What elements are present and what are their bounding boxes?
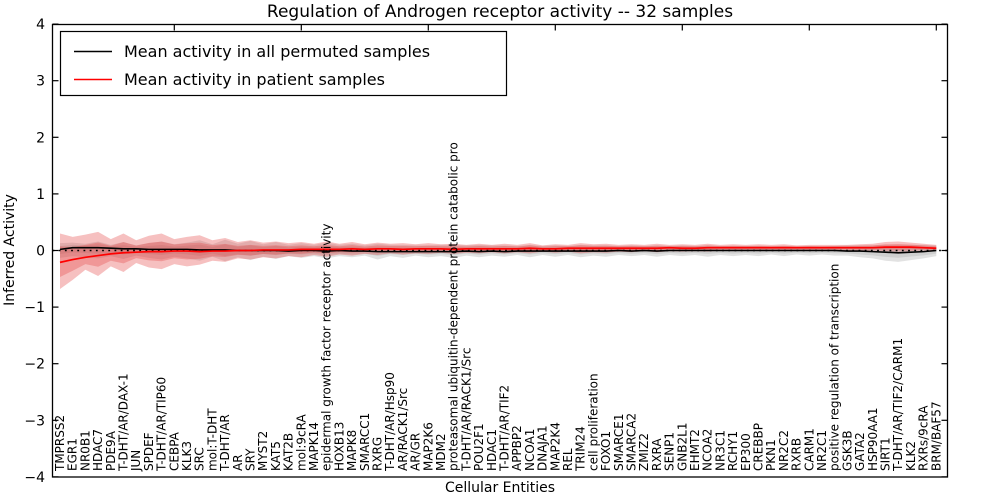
x-tick-label: TRIM24 (574, 426, 588, 472)
x-tick-label: KLK3 (180, 441, 194, 471)
x-tick-label: RXRA (650, 438, 664, 471)
x-tick-label: SRY (244, 448, 258, 471)
x-tick-label: KAT5 (269, 441, 283, 471)
x-tick-label: RXRs/9cRA (917, 405, 931, 471)
x-tick-label: T-DHT/AR/TIF2/CARM1 (891, 338, 905, 472)
x-tick-label: SRC (193, 447, 207, 471)
y-tick-label: 3 (36, 74, 45, 90)
y-tick-label: −4 (24, 470, 45, 486)
x-tick-label: proteasomal ubiquitin-dependent protein … (447, 142, 461, 471)
x-tick-label: cell proliferation (586, 373, 600, 471)
chart-title: Regulation of Androgen receptor activity… (267, 2, 733, 22)
y-tick-label: 0 (36, 244, 45, 260)
x-tick-label: CEBPA (167, 431, 181, 471)
x-tick-label: GATA2 (853, 432, 867, 471)
legend-label-permuted: Mean activity in all permuted samples (124, 42, 430, 61)
x-tick-label: NR2C2 (777, 430, 791, 471)
x-tick-label: MYST2 (256, 431, 270, 471)
plot-area: 43210−1−2−3−4TMPRSS2EGR1NR0B1HDAC7PDE9AT… (24, 17, 949, 486)
legend: Mean activity in all permuted samples Me… (59, 30, 508, 97)
x-tick-label: BRM/BAF57 (929, 401, 943, 471)
x-tick-label: SMARCE1 (612, 413, 626, 471)
x-tick-label: SMARCC1 (358, 413, 372, 471)
x-tick-label: REL (561, 448, 575, 471)
x-tick-label: T-DHT/AR/DAX-1 (117, 373, 131, 472)
x-tick-label: TMPRSS2 (53, 415, 67, 472)
x-tick-label: FOXO1 (599, 431, 613, 471)
x-axis-label: Cellular Entities (445, 480, 555, 496)
x-tick-label: APPBP2 (510, 425, 524, 471)
confidence-band-patient-outer (60, 231, 937, 289)
x-tick-label: AR/RACK1/Src (396, 388, 410, 471)
legend-label-patient: Mean activity in patient samples (124, 70, 385, 89)
x-tick-label: AR/GR (409, 433, 423, 471)
x-tick-label: JUN (129, 450, 143, 472)
y-tick-label: 1 (36, 187, 45, 203)
x-tick-label: MDM2 (434, 433, 448, 471)
x-tick-label: CARM1 (802, 428, 816, 471)
x-tick-label: HDAC1 (485, 429, 499, 471)
x-tick-label: DNAJA1 (536, 425, 550, 471)
x-tick-label: EGR1 (66, 438, 80, 471)
series-line-permuted (59, 246, 937, 254)
x-tick-label: T-DHT/AR/RACK1/Src (459, 348, 473, 472)
x-tick-label: MAPK14 (307, 422, 321, 471)
x-tick-label: MAP2K6 (421, 422, 435, 471)
x-tick-label: NCOA2 (701, 429, 715, 471)
x-tick-label: NR3C1 (713, 430, 727, 471)
x-tick-label: HSP90AA1 (866, 407, 880, 471)
x-tick-label: T-DHT/AR/TIP60 (155, 377, 169, 472)
x-tick-label: EHMT2 (688, 429, 702, 471)
x-tick-label: SMARCA2 (625, 413, 639, 471)
y-tick-label: −2 (24, 357, 45, 373)
x-tick-label: epidermal growth factor receptor activit… (320, 224, 334, 471)
x-tick-label: positive regulation of transcription (828, 264, 842, 471)
x-tick-label: T-DHT/AR/Hsp90 (383, 372, 397, 472)
x-tick-label: POU2F1 (472, 423, 486, 471)
x-tick-label: T-DHT/AR (218, 414, 232, 472)
x-tick-label: RXRB (790, 438, 804, 471)
x-tick-label: T-DHT/AR/TIF2 (498, 385, 512, 472)
x-tick-label: CREBBP (752, 423, 766, 471)
y-tick-label: 2 (36, 130, 45, 146)
y-tick-label: 4 (36, 17, 45, 33)
x-tick-label: GNB2L1 (675, 423, 689, 471)
x-tick-label: EP300 (739, 433, 753, 471)
x-tick-label: RXRG (371, 437, 385, 471)
x-tick-label: ZMIZ2 (637, 433, 651, 471)
x-tick-label: SENP1 (663, 432, 677, 471)
series-line-patient (59, 246, 937, 264)
x-tick-label: PKN1 (764, 439, 778, 471)
legend-box (59, 30, 508, 97)
x-tick-label: NR2C1 (815, 430, 829, 471)
x-tick-label: RCHY1 (726, 431, 740, 471)
x-tick-label: MAPK8 (345, 430, 359, 471)
x-tick-label: PDE9A (104, 430, 118, 471)
x-tick-label: NR0B1 (78, 430, 92, 471)
x-tick-label: HOXB13 (332, 422, 346, 471)
x-tick-label: NCOA1 (523, 429, 537, 471)
x-tick-label: mol:T-DHT (205, 408, 219, 471)
x-tick-label: SPDEF (142, 432, 156, 471)
x-tick-label: SIRT1 (879, 437, 893, 471)
x-tick-label: GSK3B (840, 430, 854, 471)
y-axis-label: Inferred Activity (2, 194, 18, 306)
x-tick-label: HDAC7 (91, 429, 105, 471)
x-tick-label: KLK2 (904, 441, 918, 471)
y-tick-label: −3 (24, 413, 45, 429)
y-tick-label: −1 (24, 300, 45, 316)
x-tick-label: AR (231, 454, 245, 471)
x-tick-label: mol:9cRA (294, 414, 308, 471)
x-tick-label: KAT2B (282, 433, 296, 471)
x-tick-label: MAP2K4 (548, 422, 562, 471)
